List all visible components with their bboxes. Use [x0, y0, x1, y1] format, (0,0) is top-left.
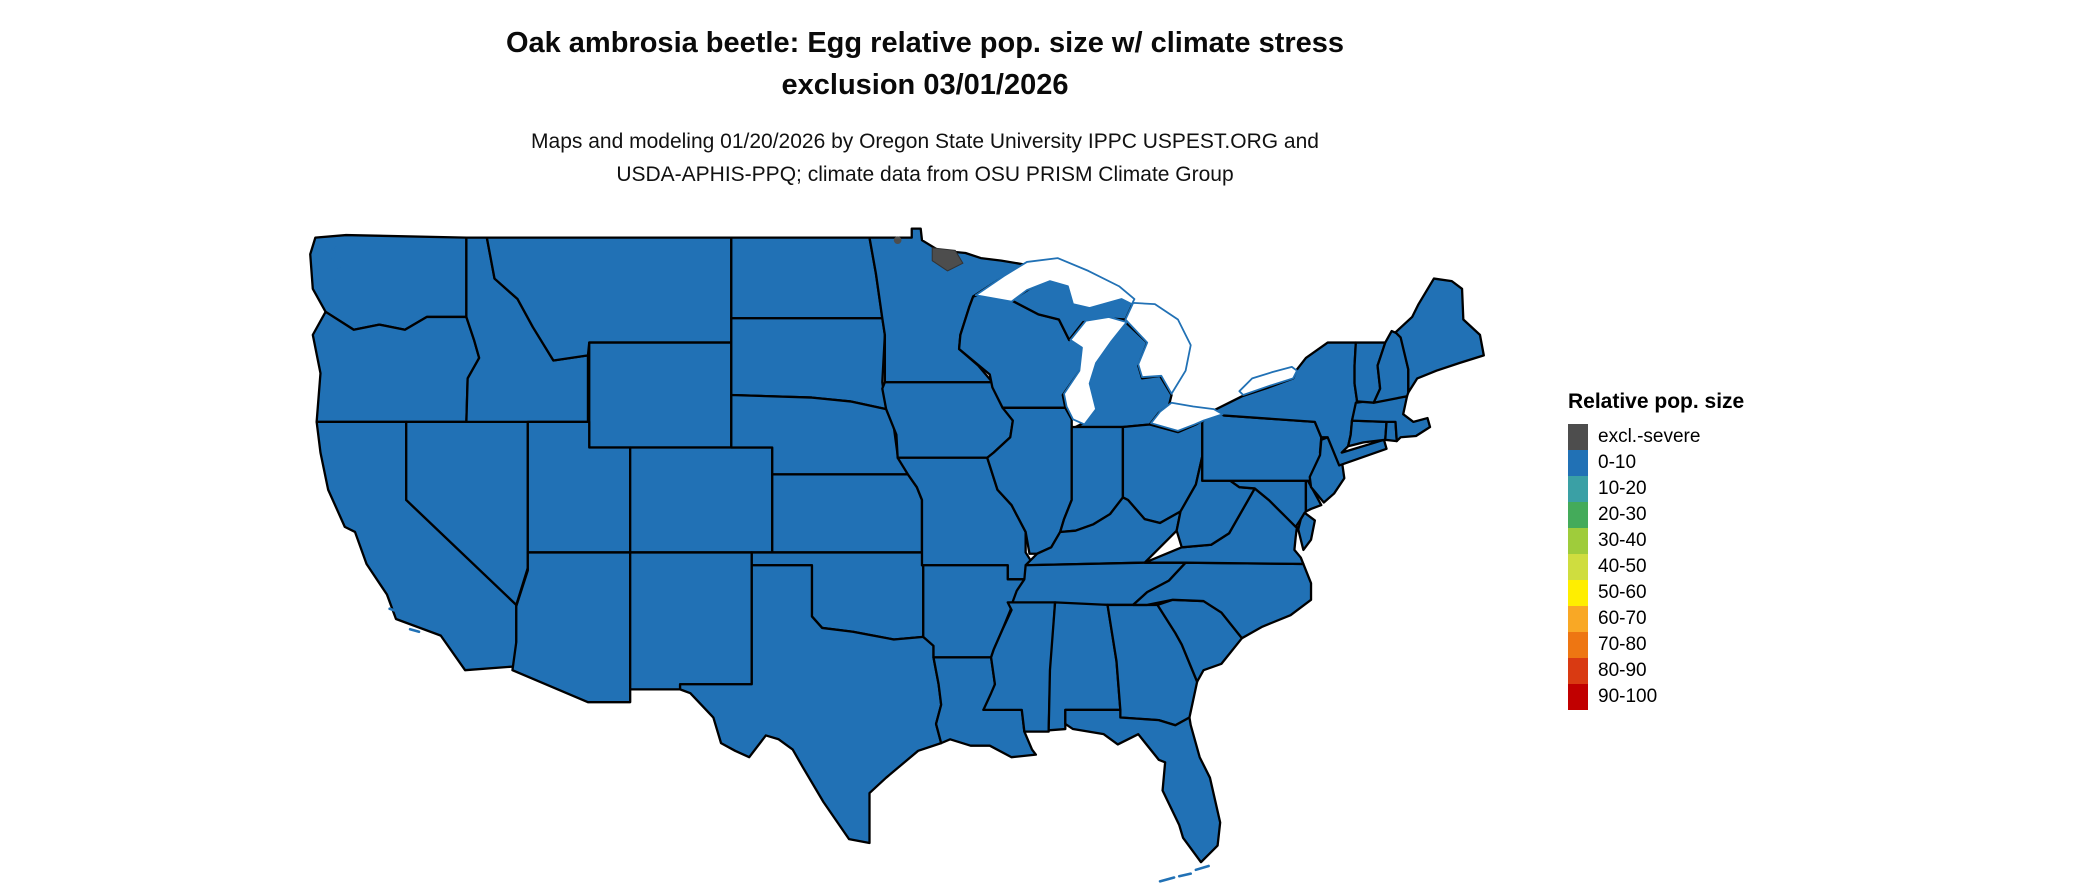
- state-new-mexico: [629, 551, 753, 691]
- subtitle-line1: Maps and modeling 01/20/2026 by Oregon S…: [531, 130, 1319, 154]
- legend-item-label: 0-10: [1598, 452, 1637, 473]
- legend-item-label: excl.-severe: [1598, 426, 1701, 447]
- lake-erie: [1150, 401, 1224, 432]
- lake-ontario: [1238, 365, 1298, 396]
- legend-item-label: 60-70: [1598, 608, 1647, 629]
- legend-item-label: 30-40: [1598, 530, 1647, 551]
- legend-swatch: [1568, 476, 1588, 502]
- legend-item: 30-40: [1568, 528, 1828, 554]
- legend-title: Relative pop. size: [1568, 390, 1745, 413]
- legend-item: 80-90: [1568, 658, 1828, 684]
- page-title-line2: exclusion 03/01/2026: [781, 69, 1069, 102]
- coastal-island-2: [1158, 876, 1176, 883]
- header: Oak ambrosia beetle: Egg relative pop. s…: [0, 22, 1850, 191]
- state-north-carolina: [1131, 561, 1313, 640]
- lake-michigan: [1063, 316, 1128, 426]
- coastal-island-0: [1194, 864, 1210, 872]
- legend-swatch: [1568, 580, 1588, 606]
- legend-swatch: [1568, 502, 1588, 528]
- us-choropleth-map: [300, 222, 1503, 888]
- lake-huron: [1124, 301, 1192, 395]
- legend-swatch: [1568, 554, 1588, 580]
- legend-swatch: [1568, 606, 1588, 632]
- state-colorado: [629, 446, 774, 554]
- legend-item: 70-80: [1568, 632, 1828, 658]
- state-wyoming: [588, 341, 733, 449]
- legend-swatch: [1568, 632, 1588, 658]
- state-kentucky: [1024, 496, 1182, 567]
- state-texas: [678, 564, 943, 845]
- state-kansas: [771, 473, 924, 554]
- legend-item: 20-30: [1568, 502, 1828, 528]
- coastal-island-3: [408, 627, 421, 634]
- legend-item: 10-20: [1568, 476, 1828, 502]
- legend-swatch: [1568, 528, 1588, 554]
- legend-rows: excl.-severe 0-10 10-20 20-30 30-40 40-50 50-6…: [1568, 424, 1828, 710]
- legend: Relative pop. size excl.-severe 0-10 10-20…: [1568, 390, 1828, 710]
- state-iowa: [881, 381, 1014, 459]
- legend-item-label: 80-90: [1598, 660, 1647, 681]
- legend-item-label: 10-20: [1598, 478, 1647, 499]
- state-delmarva-peninsula: [1297, 511, 1317, 552]
- legend-swatch: [1568, 658, 1588, 684]
- legend-item: 0-10: [1568, 450, 1828, 476]
- legend-swatch: [1568, 684, 1588, 710]
- legend-item: excl.-severe: [1568, 424, 1828, 450]
- legend-item-label: 50-60: [1598, 582, 1647, 603]
- lake-superior: [974, 257, 1136, 309]
- coastal-island-4: [388, 607, 399, 613]
- legend-item: 40-50: [1568, 554, 1828, 580]
- legend-item: 90-100: [1568, 684, 1828, 710]
- coastal-island-5: [330, 246, 341, 280]
- legend-item-label: 70-80: [1598, 634, 1647, 655]
- state-florida: [1064, 708, 1222, 864]
- exclusion-dot-0: [893, 236, 902, 245]
- legend-swatch: [1568, 450, 1588, 476]
- legend-swatch: [1568, 424, 1588, 450]
- state-maine: [1394, 277, 1485, 394]
- subtitle-line2: USDA-APHIS-PPQ; climate data from OSU PR…: [616, 162, 1234, 186]
- state-arizona: [511, 551, 632, 704]
- state-washington: [309, 233, 468, 331]
- coastal-island-1: [1177, 872, 1193, 878]
- subtitle: Maps and modeling 01/20/2026 by Oregon S…: [0, 126, 1850, 191]
- legend-item: 60-70: [1568, 606, 1828, 632]
- state-north-dakota: [730, 236, 884, 320]
- legend-item-label: 40-50: [1598, 556, 1647, 577]
- exclusion-area-north-minnesota: [931, 247, 964, 272]
- legend-item-label: 90-100: [1598, 686, 1658, 707]
- us-map-svg: [309, 227, 1485, 883]
- page-title-line1: Oak ambrosia beetle: Egg relative pop. s…: [505, 27, 1345, 59]
- state-oregon: [311, 310, 481, 424]
- legend-item: 50-60: [1568, 580, 1828, 606]
- state-massachusetts: [1350, 395, 1432, 443]
- legend-item-label: 20-30: [1598, 504, 1647, 525]
